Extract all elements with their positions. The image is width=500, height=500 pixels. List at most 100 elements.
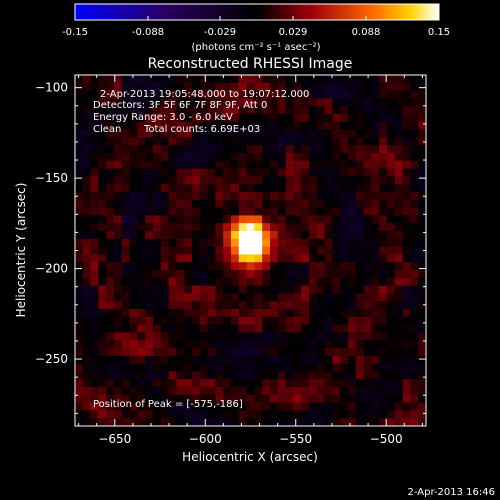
heatmap-cell [106,309,115,318]
heatmap-cell [184,98,193,107]
heatmap-cell [309,293,318,302]
heatmap-cell [145,168,154,177]
heatmap-cell [371,418,380,426]
heatmap-cell [355,192,365,201]
heatmap-cell [192,160,201,170]
heatmap-cell [82,348,92,357]
heatmap-cell [324,153,333,162]
heatmap-cell [223,301,232,310]
heatmap-cell [199,309,209,318]
heatmap-cell [348,285,357,294]
heatmap-cell [192,168,201,177]
heatmap-cell [418,387,426,396]
heatmap-cell [394,402,404,411]
heatmap-cell [75,160,84,170]
heatmap-cell [363,215,372,224]
heatmap-cell [402,340,411,349]
heatmap-cell [238,355,248,365]
heatmap-cell [394,324,404,333]
heatmap-cell [121,316,131,326]
heatmap-cell [270,285,279,294]
heatmap-cell [168,348,177,357]
heatmap-cell [114,75,123,84]
heatmap-cell [176,332,185,341]
heatmap-cell [160,316,170,326]
heatmap-cell [215,246,224,255]
heatmap-cell [192,355,201,365]
heatmap-cell [309,160,318,170]
heatmap-cell [98,355,107,365]
heatmap-cell [394,223,404,232]
heatmap-cell [355,98,365,107]
heatmap-cell [176,160,185,170]
heatmap-cell [98,246,107,255]
heatmap-cell [207,199,216,209]
heatmap-cell [277,332,287,341]
heatmap-cell [246,324,255,333]
heatmap-cell [231,160,240,170]
heatmap-cell [285,215,294,224]
heatmap-cell [293,262,302,271]
heatmap-cell [254,371,263,380]
heatmap-cell [121,207,131,216]
heatmap-cell [355,355,365,365]
heatmap-cell [324,199,333,209]
heatmap-cell [363,309,372,318]
heatmap-cell [246,254,255,263]
heatmap-cell [387,355,396,365]
heatmap-cell [231,98,240,107]
heatmap-cell [223,98,232,107]
heatmap-cell [121,324,131,333]
heatmap-cell [410,90,419,99]
heatmap-cell [285,379,294,388]
heatmap-cell [262,98,271,107]
heatmap-cell [215,379,224,388]
heatmap-cell [285,192,294,201]
heatmap-cell [285,355,294,365]
heatmap-cell [418,223,426,232]
heatmap-cell [114,82,123,92]
heatmap-cell [145,379,154,388]
heatmap-cell [168,82,177,92]
heatmap-cell [371,75,380,84]
heatmap-cell [207,309,216,318]
heatmap-cell [199,270,209,279]
heatmap-cell [363,316,372,326]
heatmap-cell [285,231,294,240]
heatmap-cell [207,106,216,115]
heatmap-cell [277,270,287,279]
heatmap-cell [379,137,388,146]
heatmap-cell [277,277,287,287]
heatmap-cell [293,215,302,224]
heatmap-cell [355,176,365,185]
heatmap-cell [394,215,404,224]
heatmap-cell [129,316,138,326]
heatmap-cell [238,168,248,177]
heatmap-cell [355,371,365,380]
heatmap-cell [121,371,131,380]
heatmap-cell [121,309,131,318]
heatmap-cell [90,153,99,162]
heatmap-cell [285,324,294,333]
heatmap-cell [168,355,177,365]
heatmap-cell [82,192,92,201]
heatmap-cell [402,262,411,271]
heatmap-cell [207,324,216,333]
heatmap-cell [402,145,411,154]
heatmap-cell [270,90,279,99]
heatmap-cell [192,246,201,255]
heatmap-cell [394,168,404,177]
heatmap-cell [176,184,185,193]
heatmap-cell [246,231,255,240]
heatmap-cell [254,82,263,92]
heatmap-cell [114,371,123,380]
heatmap-cell [106,114,115,123]
heatmap-cell [387,184,396,193]
heatmap-cell [106,394,115,404]
heatmap-cell [324,192,333,201]
heatmap-cell [246,98,255,107]
heatmap-cell [121,301,131,310]
heatmap-cell [418,371,426,380]
heatmap-cell [137,332,146,341]
